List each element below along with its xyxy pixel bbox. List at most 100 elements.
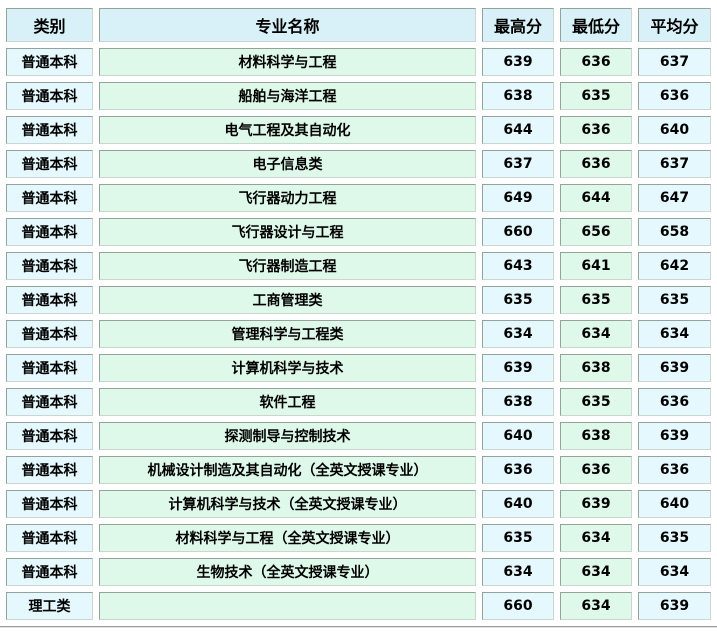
column-header-category: 类别 xyxy=(6,8,93,42)
cell-max-score: 649 xyxy=(482,184,554,212)
cell-category: 普通本科 xyxy=(6,354,93,382)
table-row: 普通本科 飞行器制造工程 643 641 642 xyxy=(6,252,711,280)
cell-min-score: 636 xyxy=(560,150,632,178)
cell-max-score: 639 xyxy=(482,48,554,76)
cell-category: 普通本科 xyxy=(6,320,93,348)
cell-avg-score: 637 xyxy=(638,48,711,76)
table-row: 普通本科 计算机科学与技术（全英文授课专业） 640 639 640 xyxy=(6,490,711,518)
cell-avg-score: 639 xyxy=(638,592,711,620)
table-row: 普通本科 软件工程 638 635 636 xyxy=(6,388,711,416)
cell-min-score: 634 xyxy=(560,592,632,620)
cell-min-score: 636 xyxy=(560,48,632,76)
cell-major: 电气工程及其自动化 xyxy=(99,116,476,144)
cell-avg-score: 635 xyxy=(638,286,711,314)
cell-avg-score: 640 xyxy=(638,490,711,518)
cell-major: 探测制导与控制技术 xyxy=(99,422,476,450)
cell-min-score: 635 xyxy=(560,388,632,416)
table-row: 普通本科 机械设计制造及其自动化（全英文授课专业） 636 636 636 xyxy=(6,456,711,484)
cell-category: 普通本科 xyxy=(6,524,93,552)
table-row: 普通本科 探测制导与控制技术 640 638 639 xyxy=(6,422,711,450)
cell-major: 电子信息类 xyxy=(99,150,476,178)
cell-avg-score: 642 xyxy=(638,252,711,280)
cell-major: 飞行器动力工程 xyxy=(99,184,476,212)
cell-avg-score: 636 xyxy=(638,456,711,484)
cell-category: 普通本科 xyxy=(6,422,93,450)
cell-major: 计算机科学与技术 xyxy=(99,354,476,382)
cell-category: 普通本科 xyxy=(6,388,93,416)
column-header-max-score: 最高分 xyxy=(482,8,554,42)
cell-major: 机械设计制造及其自动化（全英文授课专业） xyxy=(99,456,476,484)
cell-avg-score: 636 xyxy=(638,82,711,110)
cell-category: 理工类 xyxy=(6,592,93,620)
cell-min-score: 644 xyxy=(560,184,632,212)
cell-min-score: 638 xyxy=(560,422,632,450)
cell-min-score: 634 xyxy=(560,558,632,586)
cell-max-score: 636 xyxy=(482,456,554,484)
cell-category: 普通本科 xyxy=(6,286,93,314)
cell-category: 普通本科 xyxy=(6,150,93,178)
cell-min-score: 641 xyxy=(560,252,632,280)
cell-category: 普通本科 xyxy=(6,456,93,484)
table-row: 普通本科 电子信息类 637 636 637 xyxy=(6,150,711,178)
table-row: 普通本科 飞行器动力工程 649 644 647 xyxy=(6,184,711,212)
cell-avg-score: 635 xyxy=(638,524,711,552)
cell-major: 材料科学与工程 xyxy=(99,48,476,76)
cell-category: 普通本科 xyxy=(6,558,93,586)
cell-avg-score: 634 xyxy=(638,558,711,586)
cell-max-score: 635 xyxy=(482,286,554,314)
column-header-avg-score: 平均分 xyxy=(638,8,711,42)
cell-major: 工商管理类 xyxy=(99,286,476,314)
cell-major: 飞行器制造工程 xyxy=(99,252,476,280)
cell-major: 软件工程 xyxy=(99,388,476,416)
cell-avg-score: 637 xyxy=(638,150,711,178)
cell-avg-score: 639 xyxy=(638,354,711,382)
cell-avg-score: 658 xyxy=(638,218,711,246)
cell-max-score: 660 xyxy=(482,592,554,620)
table-row: 普通本科 材料科学与工程 639 636 637 xyxy=(6,48,711,76)
cell-category: 普通本科 xyxy=(6,48,93,76)
cell-major: 计算机科学与技术（全英文授课专业） xyxy=(99,490,476,518)
cell-min-score: 634 xyxy=(560,320,632,348)
cell-max-score: 644 xyxy=(482,116,554,144)
table-row: 普通本科 生物技术（全英文授课专业） 634 634 634 xyxy=(6,558,711,586)
cell-max-score: 637 xyxy=(482,150,554,178)
column-header-major: 专业名称 xyxy=(99,8,476,42)
cell-major: 飞行器设计与工程 xyxy=(99,218,476,246)
cell-max-score: 643 xyxy=(482,252,554,280)
cell-min-score: 635 xyxy=(560,82,632,110)
cell-max-score: 634 xyxy=(482,320,554,348)
cell-category: 普通本科 xyxy=(6,82,93,110)
cell-min-score: 636 xyxy=(560,456,632,484)
cell-major: 材料科学与工程（全英文授课专业） xyxy=(99,524,476,552)
cell-max-score: 660 xyxy=(482,218,554,246)
cell-category: 普通本科 xyxy=(6,252,93,280)
cell-min-score: 638 xyxy=(560,354,632,382)
cell-avg-score: 636 xyxy=(638,388,711,416)
table-bottom-divider xyxy=(0,626,717,628)
cell-max-score: 638 xyxy=(482,388,554,416)
column-header-min-score: 最低分 xyxy=(560,8,632,42)
cell-min-score: 635 xyxy=(560,286,632,314)
cell-max-score: 635 xyxy=(482,524,554,552)
cell-min-score: 636 xyxy=(560,116,632,144)
table-row: 普通本科 电气工程及其自动化 644 636 640 xyxy=(6,116,711,144)
cell-major: 生物技术（全英文授课专业） xyxy=(99,558,476,586)
cell-avg-score: 634 xyxy=(638,320,711,348)
cell-max-score: 640 xyxy=(482,422,554,450)
cell-avg-score: 647 xyxy=(638,184,711,212)
table-row: 普通本科 飞行器设计与工程 660 656 658 xyxy=(6,218,711,246)
cell-avg-score: 640 xyxy=(638,116,711,144)
cell-category: 普通本科 xyxy=(6,490,93,518)
table-row: 理工类 660 634 639 xyxy=(6,592,711,620)
cell-max-score: 638 xyxy=(482,82,554,110)
cell-min-score: 656 xyxy=(560,218,632,246)
cell-max-score: 640 xyxy=(482,490,554,518)
cell-major xyxy=(99,592,476,620)
cell-category: 普通本科 xyxy=(6,184,93,212)
table-row: 普通本科 材料科学与工程（全英文授课专业） 635 634 635 xyxy=(6,524,711,552)
cell-avg-score: 639 xyxy=(638,422,711,450)
table-body: 普通本科 材料科学与工程 639 636 637 普通本科 船舶与海洋工程 638 635 636… xyxy=(6,48,711,620)
score-table: 类别 专业名称 最高分 最低分 平均分 普通本科 材料科学与工程 639 636 637 普通本科… xyxy=(0,2,717,626)
cell-min-score: 634 xyxy=(560,524,632,552)
